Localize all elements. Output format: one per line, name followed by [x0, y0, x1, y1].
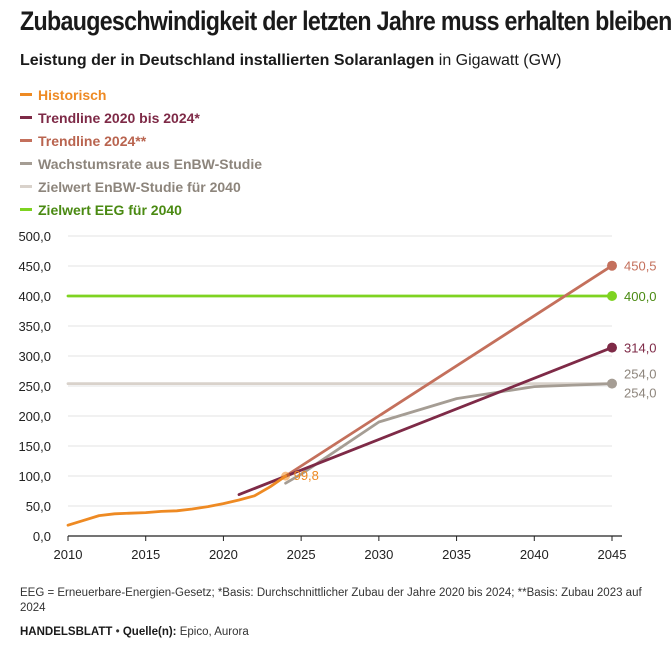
x-tick-label: 2015 [131, 547, 160, 562]
y-tick-label: 350,0 [18, 319, 51, 334]
legend-label: Zielwert EEG für 2040 [38, 201, 182, 218]
x-tick-label: 2030 [364, 547, 393, 562]
source-label: Quelle(n): [122, 626, 177, 638]
series-end-marker-2 [607, 260, 617, 271]
legend-item: Trendline 2024** [20, 129, 262, 152]
series-end-label-2: 450,5 [624, 259, 657, 274]
subtitle-main: Leistung der in Deutschland installierte… [20, 52, 435, 69]
x-tick-label: 2010 [54, 547, 83, 562]
x-tick-label: 2025 [287, 547, 316, 562]
publisher-name: HANDELSBLATT [20, 626, 113, 638]
legend-label: Wachstumsrate aus EnBW-Studie [38, 155, 263, 172]
series-end-marker-3 [607, 378, 617, 389]
series-line-0 [66, 474, 288, 527]
series-end-label-0: 99,8 [294, 468, 319, 483]
series-line-2 [284, 264, 614, 478]
chart-legend: Historisch Trendline 2020 bis 2024* Trendl… [20, 83, 262, 221]
x-tick-label: 2035 [442, 547, 471, 562]
legend-label: Trendline 2024** [38, 132, 147, 149]
subtitle-unit: in Gigawatt (GW) [434, 52, 562, 69]
legend-swatch [20, 93, 32, 96]
series-end-label-5: 400,0 [624, 289, 657, 304]
credit-separator: • [112, 626, 123, 638]
series-end-marker-5 [607, 291, 617, 301]
legend-swatch [20, 116, 32, 119]
series-end-label-1: 314,0 [624, 341, 657, 356]
y-tick-label: 250,0 [18, 379, 51, 394]
legend-label: Trendline 2020 bis 2024* [38, 109, 200, 126]
legend-swatch [20, 208, 32, 211]
source-value: Epico, Aurora [176, 626, 249, 638]
y-tick-label: 450,0 [18, 259, 51, 274]
series-line-1 [237, 346, 614, 497]
series-end-marker-1 [607, 342, 617, 353]
legend-swatch [20, 185, 32, 188]
legend-item: Trendline 2020 bis 2024* [20, 106, 262, 129]
footnote: EEG = Erneuerbare-Energien-Gesetz; *Basi… [20, 587, 642, 614]
legend-item: Zielwert EnBW-Studie für 2040 [20, 175, 262, 198]
credit-line: HANDELSBLATT • Quelle(n): Epico, Aurora [20, 626, 249, 638]
y-tick-label: 0,0 [33, 529, 51, 544]
legend-label: Historisch [38, 86, 107, 103]
y-tick-label: 300,0 [18, 349, 51, 364]
y-tick-label: 150,0 [18, 439, 51, 454]
legend-item: Zielwert EEG für 2040 [20, 198, 262, 221]
series-end-label-4: 254,0 [624, 367, 657, 382]
y-tick-label: 500,0 [18, 229, 51, 244]
historic-end-marker [281, 471, 291, 481]
x-tick-label: 2020 [209, 547, 238, 562]
chart-subtitle: Leistung der in Deutschland installierte… [20, 52, 561, 70]
series-end-label-3: 254,0 [624, 386, 657, 401]
x-tick-label: 2045 [598, 547, 627, 562]
y-tick-label: 200,0 [18, 409, 51, 424]
legend-swatch [20, 162, 32, 165]
y-tick-label: 400,0 [18, 289, 51, 304]
legend-item: Wachstumsrate aus EnBW-Studie [20, 152, 262, 175]
y-tick-label: 100,0 [18, 469, 51, 484]
legend-swatch [20, 139, 32, 142]
chart-title: Zubaugeschwindigkeit der letzten Jahre m… [20, 6, 671, 36]
legend-item: Historisch [20, 83, 262, 106]
x-tick-label: 2040 [520, 547, 549, 562]
series-line-3 [284, 382, 614, 485]
legend-label: Zielwert EnBW-Studie für 2040 [38, 178, 241, 195]
y-tick-label: 50,0 [26, 499, 51, 514]
